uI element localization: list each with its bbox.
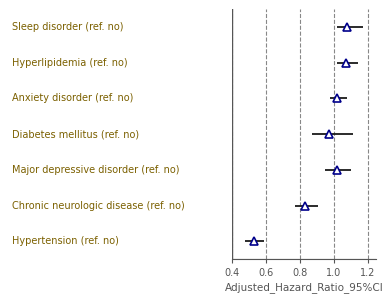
- Text: Hyperlipidemia (ref. no): Hyperlipidemia (ref. no): [12, 58, 128, 68]
- X-axis label: Adjusted_Hazard_Ratio_95%CI: Adjusted_Hazard_Ratio_95%CI: [225, 283, 383, 293]
- Text: Sleep disorder (ref. no): Sleep disorder (ref. no): [12, 22, 124, 32]
- Text: Chronic neurologic disease (ref. no): Chronic neurologic disease (ref. no): [12, 201, 185, 211]
- Text: Hypertension (ref. no): Hypertension (ref. no): [12, 236, 119, 246]
- Text: Major depressive disorder (ref. no): Major depressive disorder (ref. no): [12, 165, 180, 175]
- Text: Anxiety disorder (ref. no): Anxiety disorder (ref. no): [12, 93, 134, 103]
- Text: Diabetes mellitus (ref. no): Diabetes mellitus (ref. no): [12, 129, 139, 139]
